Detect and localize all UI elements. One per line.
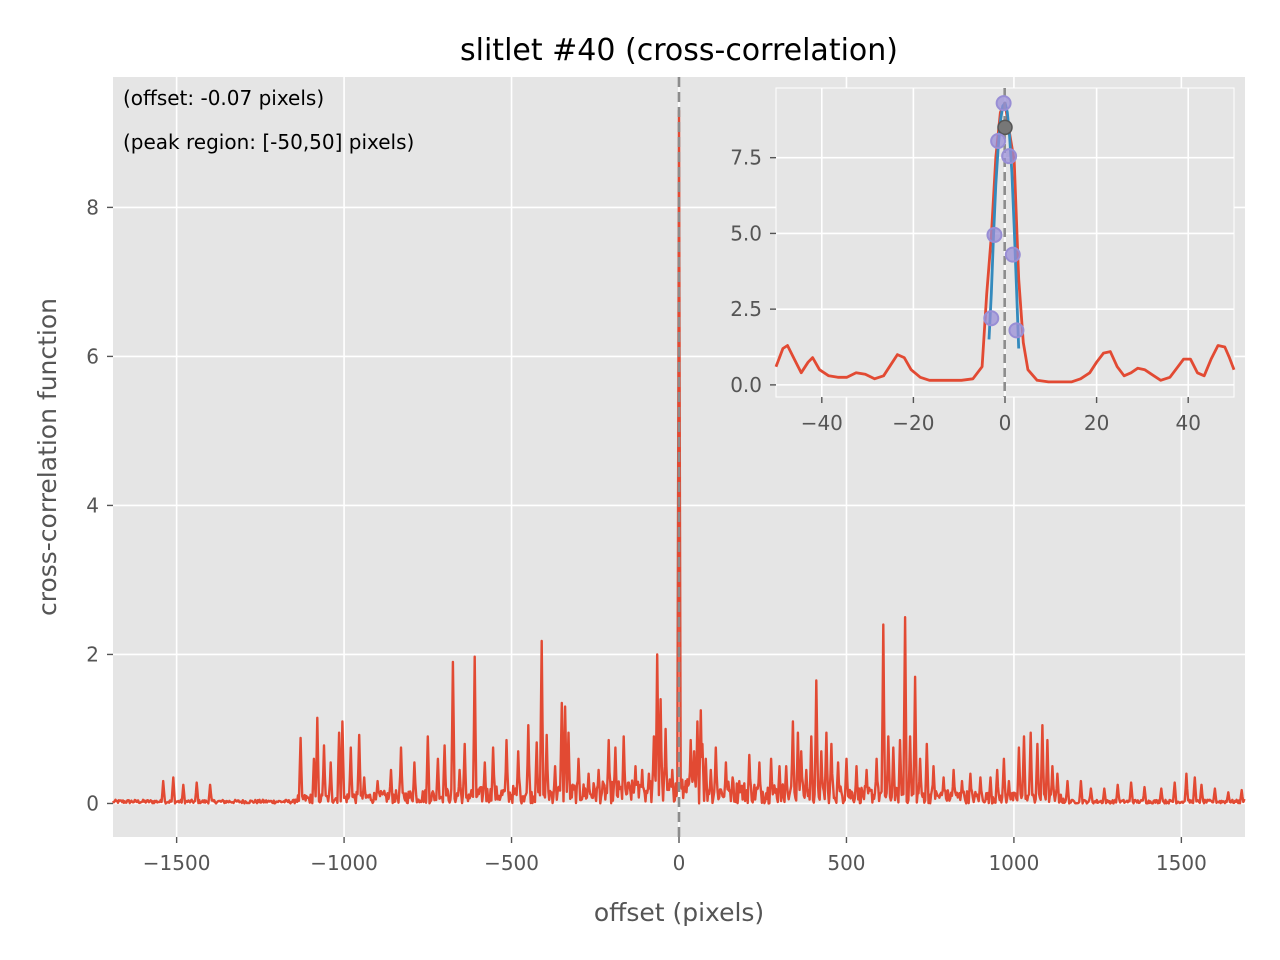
peak-region-annotation: (peak region: [-50,50] pixels) bbox=[123, 130, 414, 154]
main-x-tick-label: 0 bbox=[673, 851, 686, 875]
inset-x-tick-label: −40 bbox=[801, 411, 843, 435]
inset-data-point bbox=[995, 95, 1012, 112]
main-x-tick-label: −1000 bbox=[310, 851, 378, 875]
main-x-tick-label: −1500 bbox=[143, 851, 211, 875]
main-y-tick-label: 8 bbox=[86, 195, 99, 219]
inset-y-tick-label: 5.0 bbox=[730, 221, 762, 245]
main-y-tick-label: 0 bbox=[86, 791, 99, 815]
inset-y-tick-label: 7.5 bbox=[730, 146, 762, 170]
chart-title: slitlet #40 (cross-correlation) bbox=[460, 33, 898, 68]
main-xticks: −1500 −1000 −500 0 500 1000 1500 bbox=[143, 837, 1207, 875]
x-axis-label: offset (pixels) bbox=[594, 898, 764, 927]
inset-markers bbox=[983, 95, 1025, 339]
inset-x-tick-label: 20 bbox=[1084, 411, 1109, 435]
main-y-tick-label: 6 bbox=[86, 344, 99, 368]
inset-xticks: −40 −20 0 20 40 bbox=[801, 397, 1201, 435]
main-y-tick-label: 2 bbox=[86, 642, 99, 666]
inset-y-tick-label: 0.0 bbox=[730, 373, 762, 397]
inset-data-point bbox=[983, 310, 1000, 327]
y-axis-label: cross-correlation function bbox=[33, 298, 62, 616]
inset-x-tick-label: 0 bbox=[999, 411, 1012, 435]
inset-y-tick-label: 2.5 bbox=[730, 297, 762, 321]
inset-axes: −40 −20 0 20 40 0.0 2.5 5.0 7.5 bbox=[730, 87, 1236, 435]
inset-x-tick-label: 40 bbox=[1175, 411, 1200, 435]
inset-yticks: 0.0 2.5 5.0 7.5 bbox=[730, 146, 776, 397]
main-x-tick-label: 1000 bbox=[988, 851, 1039, 875]
inset-x-tick-label: −20 bbox=[892, 411, 934, 435]
inset-data-point bbox=[1004, 246, 1021, 263]
main-yticks: 0 2 4 6 8 bbox=[86, 195, 113, 815]
inset-data-point bbox=[986, 226, 1003, 243]
inset-data-point bbox=[990, 133, 1007, 150]
main-x-tick-label: 1500 bbox=[1156, 851, 1207, 875]
main-x-tick-label: 500 bbox=[827, 851, 865, 875]
inset-data-point bbox=[1008, 322, 1025, 339]
main-x-tick-label: −500 bbox=[484, 851, 539, 875]
offset-annotation: (offset: -0.07 pixels) bbox=[123, 86, 324, 110]
inset-data-point bbox=[1001, 148, 1018, 165]
inset-peak-marker bbox=[997, 119, 1013, 136]
main-y-tick-label: 4 bbox=[86, 493, 99, 517]
